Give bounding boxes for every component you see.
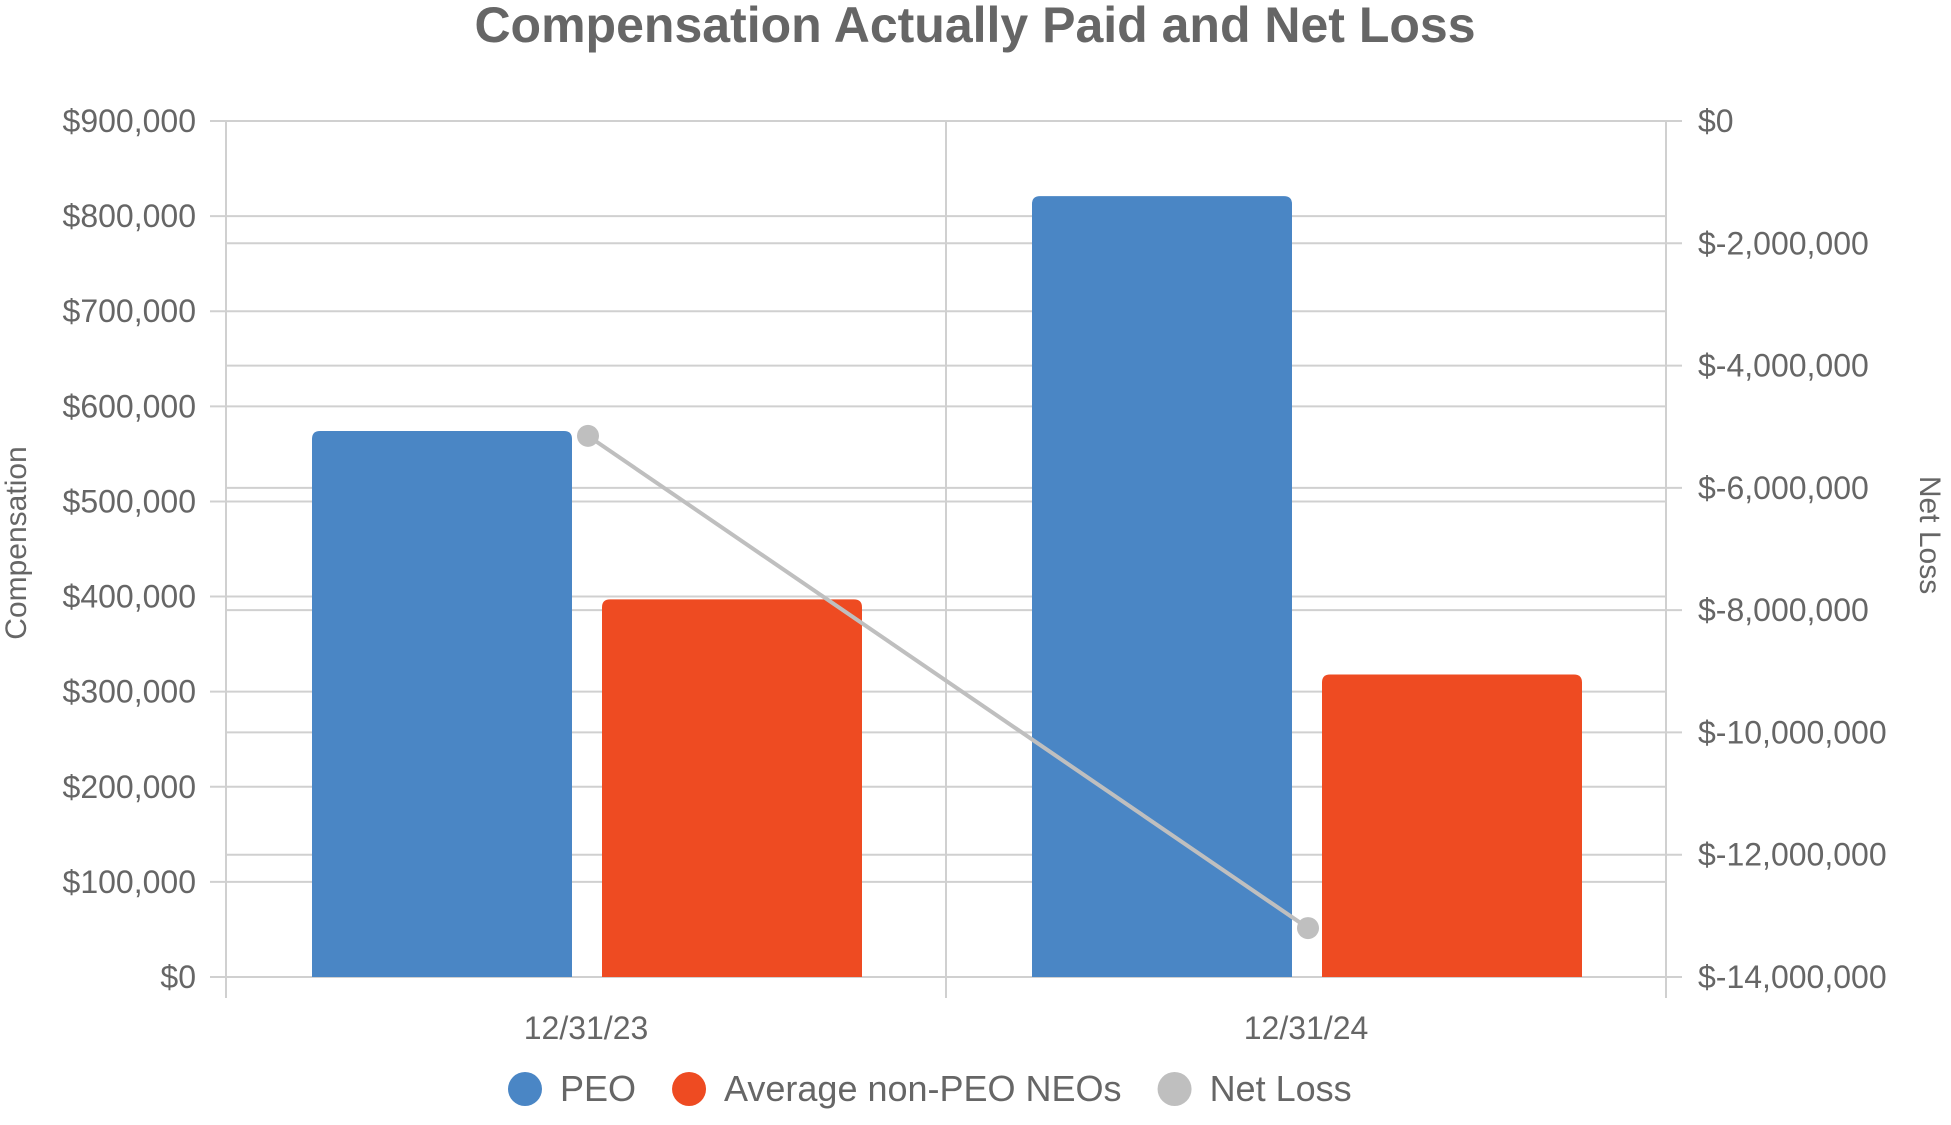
right-tick-label: $-6,000,000 [1698,470,1869,506]
left-tick-label: $400,000 [63,579,196,615]
x-tick-label: 12/31/24 [1244,1010,1369,1046]
legend-marker [1157,1072,1192,1106]
right-tick-label: $-2,000,000 [1698,225,1869,261]
legend-marker [508,1072,542,1106]
net-loss-point [577,424,599,447]
net-loss-line [577,424,1319,940]
bars [312,196,1582,978]
net-loss-point [1297,917,1319,940]
right-tick-label: $-14,000,000 [1698,959,1887,995]
x-axis-ticks: 12/31/23 12/31/24 [524,1010,1369,1046]
right-axis-title: Net Loss [1913,476,1946,594]
left-axis-ticks: $0 $100,000 $200,000 $300,000 $400,000 $500,0… [63,103,196,995]
right-axis-ticks: $0 $-2,000,000 $-4,000,000 $-6,000,000 $-8,0… [1698,103,1887,995]
legend-label: PEO [560,1068,636,1109]
left-tick-label: $300,000 [63,674,196,710]
left-tick-label: $0 [160,959,196,995]
bar-average-non-peo-neos [1322,674,1582,977]
bar-average-non-peo-neos [602,599,862,977]
right-tick-label: $-12,000,000 [1698,837,1887,873]
left-tick-label: $200,000 [63,769,196,805]
left-tick-label: $500,000 [63,483,196,519]
left-tick-label: $600,000 [63,388,196,424]
bar-peo [1032,196,1292,978]
chart-title: Compensation Actually Paid and Net Loss [474,0,1475,53]
left-tick-label: $900,000 [63,103,196,139]
right-tick-label: $-10,000,000 [1698,714,1887,750]
left-tick-label: $800,000 [63,198,196,234]
legend-marker [672,1072,707,1106]
net-loss-segment [586,434,1310,930]
right-tick-label: $-4,000,000 [1698,348,1869,384]
legend-label: Average non-PEO NEOs [724,1068,1122,1109]
left-tick-label: $100,000 [63,864,196,900]
right-tick-label: $-8,000,000 [1698,592,1869,628]
left-tick-label: $700,000 [63,293,196,329]
x-tick-label: 12/31/23 [524,1010,649,1046]
legend-label: Net Loss [1210,1068,1352,1109]
right-tick-label: $0 [1698,103,1734,139]
left-axis-title: Compensation [0,446,33,639]
legend: PEO Average non-PEO NEOs Net Loss [508,1068,1352,1109]
plot-frame [225,121,1667,998]
bar-peo [312,431,572,977]
